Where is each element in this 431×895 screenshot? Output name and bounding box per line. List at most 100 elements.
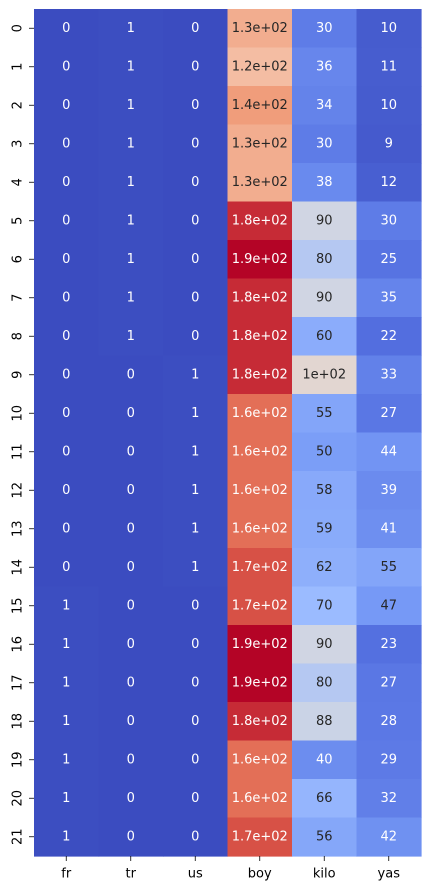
heatmap-cell [292, 278, 358, 318]
cell-label: 50 [316, 444, 333, 459]
cell-label: 28 [380, 714, 397, 729]
heatmap-cell [227, 9, 293, 49]
cell-label: 0 [191, 98, 199, 113]
y-tick-label: 15 [11, 597, 26, 614]
cell-label: 0 [191, 290, 199, 305]
cell-label: 44 [380, 444, 397, 459]
heatmap-cell [163, 471, 229, 511]
heatmap-cell [356, 317, 422, 357]
cell-label: 0 [62, 213, 70, 228]
x-tick-label: kilo [313, 867, 336, 882]
heatmap-cell [98, 317, 164, 357]
cell-label: 10 [380, 21, 397, 36]
cell-label: 59 [316, 521, 333, 536]
heatmap-cell [34, 86, 100, 126]
heatmap-cell [98, 779, 164, 819]
cell-label: 1.7e+02 [232, 829, 288, 844]
cell-label: 0 [127, 483, 135, 498]
cell-label: 0 [191, 714, 199, 729]
heatmap-cell [98, 394, 164, 434]
heatmap-cell [163, 817, 229, 857]
heatmap-cell [98, 586, 164, 626]
heatmap-cell [292, 317, 358, 357]
cell-label: 0 [62, 329, 70, 344]
heatmap-cell [34, 586, 100, 626]
heatmap-cell [163, 278, 229, 318]
heatmap-cell [34, 702, 100, 742]
cell-label: 40 [316, 752, 333, 767]
cell-label: 1.3e+02 [232, 136, 288, 151]
y-tick-label: 10 [11, 405, 26, 422]
heatmap-cell [34, 509, 100, 549]
heatmap-cell [163, 86, 229, 126]
cell-label: 66 [316, 791, 333, 806]
cell-label: 1.6e+02 [232, 483, 288, 498]
heatmap-cell [34, 625, 100, 665]
heatmap-cell [356, 625, 422, 665]
heatmap-cell [227, 509, 293, 549]
cell-label: 55 [316, 406, 333, 421]
heatmap-cell [356, 47, 422, 87]
y-tick-label: 19 [11, 751, 26, 768]
heatmap-cell [356, 9, 422, 49]
cell-label: 0 [191, 329, 199, 344]
heatmap-cell [356, 663, 422, 703]
heatmap-cell [292, 509, 358, 549]
cell-label: 80 [316, 675, 333, 690]
cell-label: 0 [191, 252, 199, 267]
cell-label: 0 [127, 791, 135, 806]
cell-label: 90 [316, 290, 333, 305]
heatmap-cell [227, 548, 293, 588]
heatmap-cell [98, 432, 164, 472]
cell-label: 1 [62, 598, 70, 613]
cell-label: 0 [191, 21, 199, 36]
heatmap-cell [227, 201, 293, 241]
cell-label: 32 [380, 791, 397, 806]
heatmap-cell [292, 471, 358, 511]
cell-label: 0 [62, 21, 70, 36]
cell-label: 36 [316, 59, 333, 74]
heatmap-cell [292, 702, 358, 742]
heatmap-cell [34, 471, 100, 511]
heatmap-cell [227, 355, 293, 395]
cell-label: 0 [62, 367, 70, 382]
heatmap-cell [98, 509, 164, 549]
cell-label: 1.2e+02 [232, 59, 288, 74]
cell-label: 62 [316, 560, 333, 575]
cell-label: 0 [191, 59, 199, 74]
heatmap-cell [356, 240, 422, 280]
y-tick-label: 7 [11, 294, 26, 302]
cell-label: 1.9e+02 [232, 675, 288, 690]
heatmap-cell [227, 817, 293, 857]
cell-label: 0 [62, 444, 70, 459]
cell-label: 0 [127, 406, 135, 421]
heatmap-cell [227, 663, 293, 703]
heatmap-cell [163, 509, 229, 549]
y-tick-label: 2 [11, 101, 26, 109]
cell-label: 1 [62, 675, 70, 690]
cell-label: 1.8e+02 [232, 367, 288, 382]
heatmap-cell [34, 779, 100, 819]
cell-label: 1 [191, 560, 199, 575]
cell-label: 0 [191, 175, 199, 190]
cell-label: 0 [191, 136, 199, 151]
cell-label: 1.6e+02 [232, 752, 288, 767]
heatmap-cell [34, 240, 100, 280]
cell-label: 25 [380, 252, 397, 267]
cell-label: 27 [380, 406, 397, 421]
heatmap-cell [163, 394, 229, 434]
x-tick-label: boy [248, 867, 272, 882]
heatmap-cell [227, 124, 293, 164]
heatmap-cell [34, 201, 100, 241]
cell-label: 0 [62, 483, 70, 498]
heatmap-cell [227, 240, 293, 280]
heatmap-cell [98, 86, 164, 126]
cell-label: 0 [191, 675, 199, 690]
cell-label: 1 [127, 98, 135, 113]
y-tick-label: 0 [11, 24, 26, 32]
y-tick-label: 8 [11, 332, 26, 340]
heatmap-cell [163, 548, 229, 588]
y-tick-label: 14 [11, 559, 26, 576]
y-tick-label: 4 [11, 178, 26, 186]
